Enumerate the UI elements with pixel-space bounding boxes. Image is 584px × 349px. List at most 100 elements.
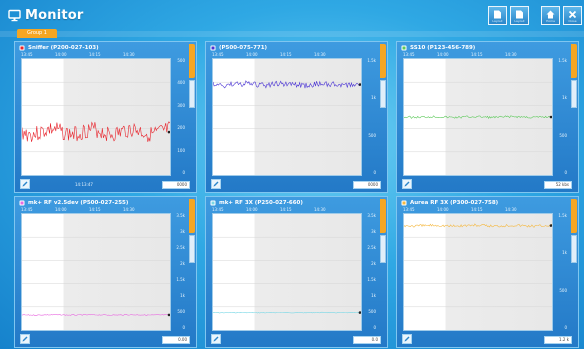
y-tick-label: 1.5k — [558, 58, 567, 63]
x-tick-label: 14:15 — [471, 52, 483, 57]
side-tab-details[interactable] — [189, 235, 195, 263]
monitor-panel: mk+ RF v2.5dev (P500-027-255) 13:45 14:00 1… — [14, 196, 197, 348]
side-tab-details[interactable] — [571, 80, 577, 108]
y-tick-label: 0 — [564, 170, 567, 175]
y-axis-ticks: 1.5k 1k 500 0 — [555, 213, 569, 331]
close-icon — [568, 10, 577, 18]
signal-line — [22, 121, 170, 142]
y-tick-label: 1k — [562, 250, 567, 256]
x-tick-label: 13:45 — [212, 207, 224, 212]
sniffer-icon — [19, 45, 25, 51]
y-tick-label: 2.5k — [367, 245, 376, 250]
close-button[interactable]: Close — [563, 6, 582, 25]
y-tick-label: 1.5k — [367, 58, 376, 63]
x-tick-label: 14:15 — [89, 52, 101, 57]
x-tick-label: 14:30 — [314, 207, 326, 212]
y-tick-label: 100 — [177, 147, 185, 153]
side-tab-details[interactable] — [571, 235, 577, 263]
x-tick-label: 13:45 — [403, 52, 415, 57]
y-tick-label: 0 — [373, 170, 376, 175]
radio-icon — [210, 200, 216, 206]
y-axis-ticks: 1.5k 1k 500 0 — [555, 58, 569, 176]
side-tab-details[interactable] — [189, 80, 195, 108]
radio-icon — [19, 200, 25, 206]
panel-title: SS10 (P123-456-789) — [410, 45, 476, 51]
x-axis-ticks: 13:45 14:00 14:15 14:30 — [212, 52, 362, 58]
y-tick-label: 0 — [564, 325, 567, 330]
layout-button-2[interactable]: Layout — [510, 6, 529, 25]
x-tick-label: 14:30 — [123, 52, 135, 57]
y-tick-label: 1.5k — [367, 277, 376, 282]
y-tick-label: 500 — [559, 287, 567, 293]
current-value-marker — [358, 83, 361, 86]
y-tick-label: 2.5k — [176, 245, 185, 250]
x-tick-label: 14:00 — [246, 207, 258, 212]
timestamp-label: 14:13:47 — [75, 182, 93, 187]
signal-line — [404, 223, 552, 228]
y-tick-label: 1k — [180, 293, 185, 298]
document-icon — [494, 10, 501, 18]
signal-line — [213, 311, 361, 314]
y-tick-label: 1.5k — [176, 277, 185, 282]
x-tick-label: 14:30 — [123, 207, 135, 212]
side-tab-settings[interactable] — [571, 44, 577, 78]
value-field: 0000 — [162, 181, 190, 189]
pencil-icon — [404, 181, 410, 187]
y-tick-label: 500 — [177, 309, 185, 314]
layout-button-1[interactable]: Layout — [488, 6, 507, 25]
side-tab-settings[interactable] — [189, 199, 195, 233]
y-tick-label: 500 — [368, 309, 376, 314]
monitor-panel: SS10 (P123-456-789) 13:45 14:00 14:15 14:30 1… — [396, 41, 579, 193]
x-tick-label: 14:00 — [437, 52, 449, 57]
y-tick-label: 300 — [177, 102, 185, 108]
tab-strip — [0, 31, 584, 37]
y-tick-label: 0 — [182, 170, 185, 175]
tab-group-1[interactable]: Group 1 — [17, 29, 57, 38]
side-tab-details[interactable] — [380, 235, 386, 263]
y-tick-label: 0 — [373, 325, 376, 330]
panel-title: mk+ RF v2.5dev (P500-027-255) — [28, 200, 129, 206]
edit-button[interactable] — [402, 334, 412, 344]
x-tick-label: 14:00 — [246, 52, 258, 57]
y-tick-label: 1.5k — [558, 213, 567, 218]
side-tab-settings[interactable] — [571, 199, 577, 233]
signal-chart — [22, 236, 170, 317]
x-tick-label: 14:30 — [314, 52, 326, 57]
x-tick-label: 14:00 — [55, 52, 67, 57]
panel-title: Aurea RF 3X (P300-027-758) — [410, 200, 499, 206]
x-tick-label: 14:15 — [280, 52, 292, 57]
y-tick-label: 400 — [177, 80, 185, 86]
signal-chart — [213, 80, 361, 153]
x-axis-ticks: 13:45 14:00 14:15 14:30 — [403, 207, 553, 213]
value-field: 1.2 k — [544, 336, 572, 344]
edit-button[interactable] — [20, 334, 30, 344]
app-title: Monitor — [8, 7, 84, 23]
y-tick-label: 500 — [368, 132, 376, 138]
side-tab-settings[interactable] — [189, 44, 195, 78]
pencil-icon — [213, 336, 219, 342]
side-tab-settings[interactable] — [380, 199, 386, 233]
edit-button[interactable] — [211, 334, 221, 344]
y-tick-label: 1k — [371, 95, 376, 101]
value-field: 52 kbs — [544, 181, 572, 189]
edit-button[interactable] — [20, 179, 30, 189]
panel-title: (P500-075-771) — [219, 45, 268, 51]
side-tab-settings[interactable] — [380, 44, 386, 78]
home-button[interactable]: Home — [541, 6, 560, 25]
current-value-marker — [358, 311, 361, 314]
monitor-icon — [8, 9, 21, 22]
edit-button[interactable] — [211, 179, 221, 189]
value-field: 0.0 — [353, 336, 381, 344]
pencil-icon — [404, 336, 410, 342]
current-value-marker — [167, 313, 170, 317]
side-tab-details[interactable] — [380, 80, 386, 108]
home-icon — [546, 10, 555, 18]
y-axis-ticks: 3.5k 3k 2.5k 2k 1.5k 1k 500 0 — [364, 213, 378, 331]
x-tick-label: 14:15 — [471, 207, 483, 212]
device-icon — [210, 45, 216, 51]
x-tick-label: 14:30 — [505, 52, 517, 57]
x-axis-ticks: 13:45 14:00 14:15 14:30 — [21, 207, 171, 213]
edit-button[interactable] — [402, 179, 412, 189]
pencil-icon — [22, 336, 28, 342]
